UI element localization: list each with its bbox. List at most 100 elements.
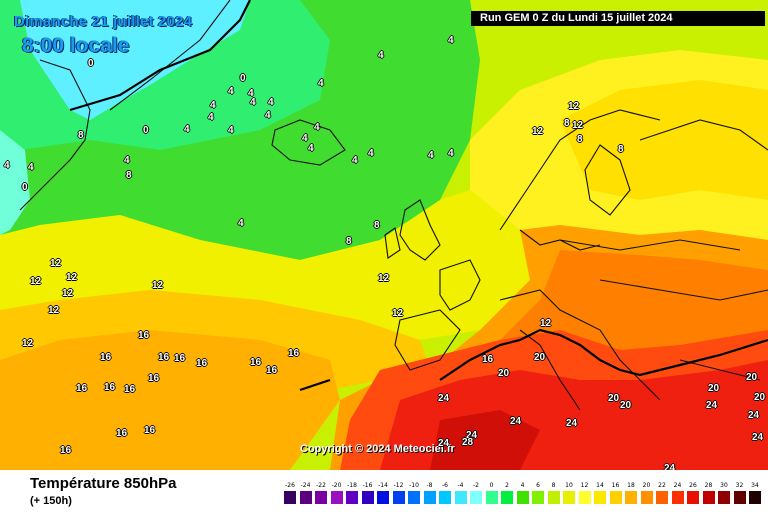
isotherm-value-label: 4	[378, 50, 384, 61]
legend-tick: -10	[409, 482, 419, 489]
legend-swatch	[656, 491, 668, 504]
isotherm-value-label: 8	[374, 220, 380, 231]
isotherm-value-label: 8	[126, 170, 132, 181]
legend-tick: 18	[627, 482, 635, 489]
legend-swatch	[485, 491, 498, 504]
temperature-map: Dimanche 21 juillet 2024 8:00 locale Run…	[0, 0, 768, 470]
isotherm-value-label: 4	[28, 162, 34, 173]
isotherm-value-label: 20	[608, 393, 620, 404]
legend-swatch	[315, 491, 327, 504]
legend-swatch	[578, 491, 591, 504]
isotherm-value-label: 12	[540, 318, 552, 329]
legend-swatch	[594, 491, 606, 504]
lead-time-label: (+ 150h)	[30, 495, 72, 507]
isotherm-value-label: 8	[577, 134, 583, 145]
isotherm-value-label: 4	[314, 122, 320, 133]
isotherm-value-label: 0	[143, 125, 149, 136]
legend-swatch	[439, 491, 451, 504]
legend-swatch	[609, 491, 622, 504]
isotherm-value-label: 4	[268, 97, 274, 108]
legend-tick: -26	[285, 482, 295, 489]
isotherm-value-label: 12	[572, 120, 584, 131]
isotherm-value-label: 28	[462, 437, 474, 448]
legend-tick: 4	[520, 482, 525, 489]
legend-tick: 16	[611, 482, 620, 489]
isotherm-value-label: 16	[174, 353, 186, 364]
legend-swatch	[299, 491, 312, 504]
isotherm-value-label: 16	[148, 373, 160, 384]
footer: Température 850hPa (+ 150h) -26 -24 -22 -20…	[0, 470, 768, 512]
isotherm-value-label: 12	[66, 272, 78, 283]
legend-tick: -14	[378, 482, 388, 489]
isotherm-value-label: 20	[746, 372, 758, 383]
legend-swatch	[284, 491, 296, 504]
isotherm-value-label: 16	[288, 348, 300, 359]
isotherm-value-label: 4	[428, 150, 434, 161]
isotherm-value-label: 24	[438, 393, 450, 404]
isotherm-value-label: 16	[104, 382, 116, 393]
map-fill	[0, 0, 768, 470]
isotherm-value-label: 4	[302, 133, 308, 144]
isotherm-value-label: 0	[240, 73, 246, 84]
legend-swatch	[671, 491, 684, 504]
isotherm-value-label: 4	[210, 100, 216, 111]
isotherm-value-label: 8	[618, 144, 624, 155]
forecast-time: 8:00 locale	[22, 34, 130, 57]
isotherm-value-label: 24	[438, 438, 450, 449]
isotherm-value-label: 8	[564, 118, 570, 129]
isotherm-value-label: 12	[378, 273, 390, 284]
legend-tick: -2	[473, 482, 479, 489]
isotherm-value-label: 16	[158, 352, 170, 363]
isotherm-value-label: 4	[448, 148, 454, 159]
isotherm-value-label: 12	[50, 258, 62, 269]
legend-tick: 26	[689, 482, 697, 489]
isotherm-value-label: 20	[754, 392, 766, 403]
legend-tick: 32	[735, 482, 744, 489]
legend-swatch	[361, 491, 374, 504]
legend-swatch	[377, 491, 389, 504]
isotherm-value-label: 4	[228, 86, 234, 97]
isotherm-value-label: 16	[250, 357, 262, 368]
legend-tick: -6	[442, 482, 448, 489]
isotherm-value-label: 16	[76, 383, 88, 394]
model-run-label: Run GEM 0 Z du Lundi 15 juillet 2024	[471, 11, 765, 26]
isotherm-value-label: 4	[238, 218, 244, 229]
legend-tick: -22	[316, 482, 326, 489]
copyright-notice: Copyright © 2024 Meteociel.fr	[300, 443, 455, 455]
isotherm-value-label: 20	[620, 400, 632, 411]
isotherm-value-label: 24	[752, 432, 764, 443]
legend-tick: 22	[658, 482, 666, 489]
legend-swatch	[718, 491, 730, 504]
legend-tick: 34	[751, 482, 759, 489]
isotherm-value-label: 16	[100, 352, 112, 363]
legend-swatch	[330, 491, 343, 504]
isotherm-value-label: 16	[266, 365, 278, 376]
isotherm-value-label: 20	[534, 352, 546, 363]
isotherm-value-label: 8	[78, 130, 84, 141]
isotherm-value-label: 16	[138, 330, 150, 341]
legend-tick: 14	[596, 482, 604, 489]
isotherm-value-label: 4	[228, 125, 234, 136]
legend-tick: -8	[426, 482, 433, 489]
isotherm-value-label: 0	[88, 58, 94, 69]
legend-swatch	[687, 491, 699, 504]
legend-swatch	[640, 491, 653, 504]
isotherm-value-label: 12	[568, 101, 580, 112]
legend-swatch	[702, 491, 715, 504]
legend-tick: 10	[565, 482, 573, 489]
variable-label: Température 850hPa	[30, 475, 177, 492]
legend-tick: -4	[457, 482, 464, 489]
isotherm-value-label: 8	[346, 236, 352, 247]
legend-tick: 12	[580, 482, 589, 489]
isotherm-value-label: 4	[448, 35, 454, 46]
legend-tick: -20	[331, 482, 342, 489]
isotherm-value-label: 12	[30, 276, 42, 287]
legend-tick: -24	[300, 482, 311, 489]
isotherm-value-label: 4	[318, 78, 324, 89]
isotherm-value-label: 4	[265, 110, 271, 121]
legend-swatch	[454, 491, 467, 504]
isotherm-value-label: 16	[60, 445, 72, 456]
isotherm-value-label: 4	[184, 124, 190, 135]
isotherm-value-label: 4	[4, 160, 10, 171]
isotherm-value-label: 0	[22, 182, 28, 193]
